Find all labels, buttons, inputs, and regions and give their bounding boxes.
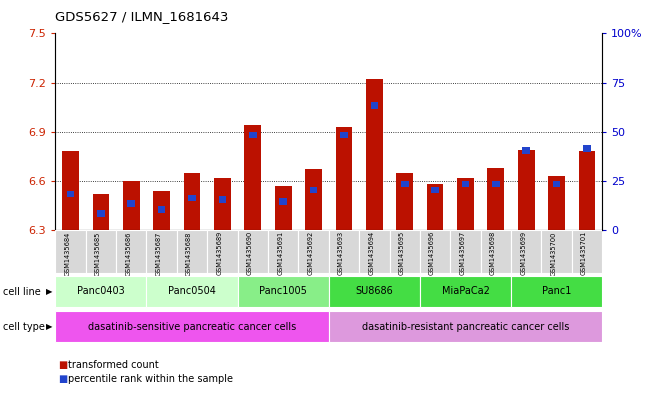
FancyBboxPatch shape	[146, 230, 177, 273]
Text: GSM1435696: GSM1435696	[429, 231, 435, 275]
FancyBboxPatch shape	[298, 230, 329, 273]
Bar	[370, 102, 378, 109]
Bar	[279, 198, 287, 205]
FancyBboxPatch shape	[55, 275, 146, 307]
FancyBboxPatch shape	[86, 230, 116, 273]
Bar	[488, 168, 504, 230]
FancyBboxPatch shape	[480, 230, 511, 273]
Bar	[123, 181, 140, 230]
FancyBboxPatch shape	[389, 230, 420, 273]
FancyBboxPatch shape	[177, 230, 207, 273]
Text: cell line: cell line	[3, 286, 41, 297]
Bar	[249, 132, 256, 138]
FancyBboxPatch shape	[420, 230, 450, 273]
Text: GSM1435693: GSM1435693	[338, 231, 344, 275]
FancyBboxPatch shape	[238, 230, 268, 273]
Bar	[184, 173, 201, 230]
Text: GSM1435701: GSM1435701	[581, 231, 587, 275]
Bar	[366, 79, 383, 230]
FancyBboxPatch shape	[329, 311, 602, 342]
Text: dasatinib-resistant pancreatic cancer cells: dasatinib-resistant pancreatic cancer ce…	[362, 321, 569, 332]
Text: Panc1005: Panc1005	[259, 286, 307, 296]
Text: ■: ■	[59, 374, 68, 384]
Bar	[219, 196, 227, 203]
Bar	[92, 194, 109, 230]
Bar	[401, 181, 409, 187]
Text: percentile rank within the sample: percentile rank within the sample	[68, 374, 233, 384]
FancyBboxPatch shape	[329, 275, 420, 307]
FancyBboxPatch shape	[329, 230, 359, 273]
FancyBboxPatch shape	[511, 230, 542, 273]
Bar	[548, 176, 565, 230]
Bar	[214, 178, 230, 230]
Text: transformed count: transformed count	[68, 360, 159, 370]
Bar	[67, 191, 74, 197]
Bar	[128, 200, 135, 207]
Bar	[583, 145, 591, 152]
Bar	[336, 127, 352, 230]
Bar	[432, 187, 439, 193]
FancyBboxPatch shape	[542, 230, 572, 273]
Text: ▶: ▶	[46, 287, 52, 296]
FancyBboxPatch shape	[207, 230, 238, 273]
Bar	[518, 150, 534, 230]
Bar	[154, 191, 170, 230]
FancyBboxPatch shape	[511, 275, 602, 307]
Text: GSM1435695: GSM1435695	[398, 231, 405, 275]
Bar	[305, 169, 322, 230]
Bar	[579, 151, 596, 230]
Bar	[188, 195, 196, 201]
Bar	[275, 185, 292, 230]
Text: GSM1435697: GSM1435697	[460, 231, 465, 275]
Bar	[553, 181, 561, 187]
FancyBboxPatch shape	[146, 275, 238, 307]
Text: MiaPaCa2: MiaPaCa2	[441, 286, 490, 296]
Bar	[158, 206, 165, 213]
Text: GSM1435686: GSM1435686	[125, 231, 132, 275]
Text: Panc0403: Panc0403	[77, 286, 125, 296]
Text: SU8686: SU8686	[355, 286, 393, 296]
Text: GSM1435691: GSM1435691	[277, 231, 283, 275]
Text: ▶: ▶	[46, 323, 52, 331]
Text: GSM1435700: GSM1435700	[551, 231, 557, 275]
Bar	[62, 151, 79, 230]
Text: GSM1435694: GSM1435694	[368, 231, 374, 275]
FancyBboxPatch shape	[420, 275, 511, 307]
FancyBboxPatch shape	[55, 311, 329, 342]
Text: GDS5627 / ILMN_1681643: GDS5627 / ILMN_1681643	[55, 10, 229, 23]
Bar	[492, 181, 500, 187]
Bar	[457, 178, 474, 230]
Text: ■: ■	[59, 360, 68, 370]
Text: GSM1435685: GSM1435685	[95, 231, 101, 275]
Text: GSM1435692: GSM1435692	[307, 231, 314, 275]
Text: Panc0504: Panc0504	[168, 286, 216, 296]
Text: GSM1435699: GSM1435699	[520, 231, 526, 275]
FancyBboxPatch shape	[572, 230, 602, 273]
Bar	[244, 125, 261, 230]
Text: GSM1435688: GSM1435688	[186, 231, 192, 275]
FancyBboxPatch shape	[359, 230, 389, 273]
Text: Panc1: Panc1	[542, 286, 572, 296]
FancyBboxPatch shape	[55, 230, 86, 273]
FancyBboxPatch shape	[450, 230, 480, 273]
Bar	[310, 187, 318, 193]
FancyBboxPatch shape	[268, 230, 298, 273]
Bar	[396, 173, 413, 230]
Bar	[427, 184, 443, 230]
Text: GSM1435684: GSM1435684	[64, 231, 70, 275]
Bar	[462, 181, 469, 187]
FancyBboxPatch shape	[116, 230, 146, 273]
Text: cell type: cell type	[3, 322, 45, 332]
Text: dasatinib-sensitive pancreatic cancer cells: dasatinib-sensitive pancreatic cancer ce…	[88, 321, 296, 332]
Bar	[522, 147, 530, 154]
Text: GSM1435687: GSM1435687	[156, 231, 161, 275]
Text: GSM1435698: GSM1435698	[490, 231, 496, 275]
Bar	[340, 132, 348, 138]
FancyBboxPatch shape	[238, 275, 329, 307]
Text: GSM1435690: GSM1435690	[247, 231, 253, 275]
Text: GSM1435689: GSM1435689	[216, 231, 223, 275]
Bar	[97, 210, 105, 217]
